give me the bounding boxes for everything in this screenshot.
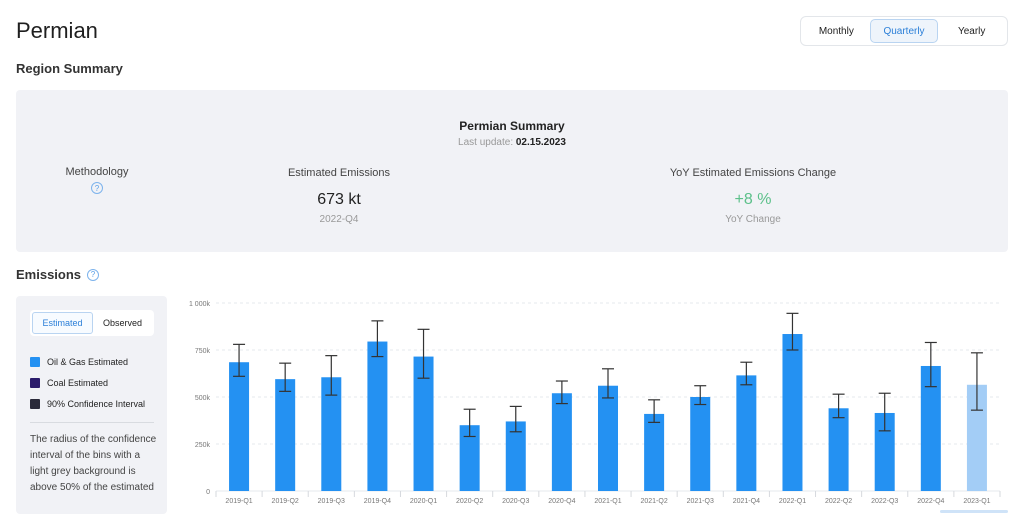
x-tick-label: 2019-Q1 [225, 498, 252, 505]
estimated-emissions-metric: Estimated Emissions 673 kt 2022-Q4 [274, 167, 404, 225]
legend-label-coal: Coal Estimated [47, 378, 109, 388]
summary-panel: Permian Summary Last update: 02.15.2023 … [16, 90, 1008, 252]
legend-label-confidence: 90% Confidence Interval [47, 399, 146, 409]
y-tick-label: 250k [195, 442, 211, 449]
x-tick-label: 2019-Q3 [318, 498, 345, 505]
legend-note: The radius of the confidence interval of… [30, 434, 157, 493]
bar [874, 412, 895, 491]
estimated-emissions-period: 2022-Q4 [319, 214, 359, 225]
period-yearly-button[interactable]: Yearly [957, 25, 986, 37]
y-tick-label: 1 000k [189, 301, 211, 308]
bar [736, 375, 757, 491]
last-update: Last update: 02.15.2023 [16, 137, 1008, 148]
emissions-title: Emissions ? [16, 267, 100, 282]
estimated-emissions-label: Estimated Emissions [287, 167, 391, 179]
estimated-emissions-value: 673 kt [317, 191, 361, 208]
x-tick-label: 2022-Q4 [917, 498, 944, 505]
yoy-change-sub: YoY Change [725, 214, 781, 225]
x-tick-label: 2020-Q3 [502, 498, 529, 505]
last-update-label: Last update: [458, 137, 514, 148]
summary-heading: Permian Summary [459, 119, 565, 133]
mode-estimated-button[interactable]: Estimated [32, 312, 93, 334]
page-title: Permian [16, 18, 98, 43]
emissions-chart: 0 250k 500k 750k 1 000k 2019-Q1 2019-Q2 2019-Q3… [189, 301, 1001, 505]
x-tick-label: 2020-Q4 [548, 498, 575, 505]
x-tick-label: 2020-Q2 [456, 498, 483, 505]
bar [459, 425, 480, 491]
bar [598, 385, 618, 491]
bar [690, 397, 711, 491]
region-summary-title: Region Summary [16, 61, 123, 76]
bar [367, 341, 388, 491]
y-tick-label: 500k [195, 395, 211, 402]
bar [551, 393, 572, 491]
x-tick-label: 2019-Q4 [364, 498, 391, 505]
legend-swatch-coal [30, 378, 40, 388]
y-tick-label: 0 [206, 489, 210, 496]
methodology-label: Methodology [65, 166, 129, 178]
x-tick-label: 2021-Q1 [594, 498, 621, 505]
scroll-indicator [940, 510, 1008, 513]
legend-label-oil-gas: Oil & Gas Estimated [47, 357, 129, 367]
x-tick-label: 2022-Q3 [871, 498, 898, 505]
x-tick-label: 2023-Q1 [963, 498, 990, 505]
legend-swatch-oil-gas [30, 357, 40, 367]
x-tick-label: 2022-Q2 [825, 498, 852, 505]
bar [505, 421, 526, 491]
legend-panel: Estimated Observed Oil & Gas Estimated C… [16, 296, 167, 514]
bar [275, 379, 296, 491]
legend-item-oil-gas: Oil & Gas Estimated [30, 357, 128, 367]
legend-item-coal: Coal Estimated [30, 378, 108, 388]
x-tick-label: 2021-Q3 [687, 498, 714, 505]
legend-divider [30, 422, 154, 423]
yoy-change-metric: YoY Estimated Emissions Change +8 % YoY … [646, 167, 860, 225]
x-tick-label: 2021-Q2 [640, 498, 667, 505]
yoy-change-label: YoY Estimated Emissions Change [669, 167, 837, 179]
x-tick-label: 2022-Q1 [779, 498, 806, 505]
mode-toggle: Estimated Observed [30, 310, 154, 336]
bar [920, 365, 941, 491]
emissions-help-icon[interactable]: ? [87, 268, 100, 281]
x-tick-label: 2021-Q4 [733, 498, 760, 505]
methodology-help-icon[interactable]: ? [91, 182, 103, 194]
y-tick-label: 750k [195, 348, 211, 355]
period-quarterly-button[interactable]: Quarterly [869, 19, 939, 43]
period-monthly-button[interactable]: Monthly [818, 25, 854, 37]
bar [644, 413, 665, 491]
last-update-date: 02.15.2023 [515, 137, 566, 148]
bar [828, 408, 849, 491]
bar [229, 362, 250, 491]
methodology: Methodology ? [56, 166, 138, 194]
emissions-title-label: Emissions [16, 267, 82, 282]
mode-observed-button[interactable]: Observed [102, 318, 143, 328]
legend-swatch-confidence [30, 399, 40, 409]
period-toggle: Monthly Quarterly Yearly [800, 16, 1008, 46]
x-tick-label: 2020-Q1 [410, 498, 437, 505]
bar [782, 334, 803, 491]
bar [966, 384, 987, 491]
bar [413, 356, 434, 491]
x-tick-label: 2019-Q2 [272, 498, 299, 505]
legend-item-confidence: 90% Confidence Interval [30, 399, 145, 409]
yoy-change-value: +8 % [734, 191, 772, 208]
bar [321, 377, 342, 491]
